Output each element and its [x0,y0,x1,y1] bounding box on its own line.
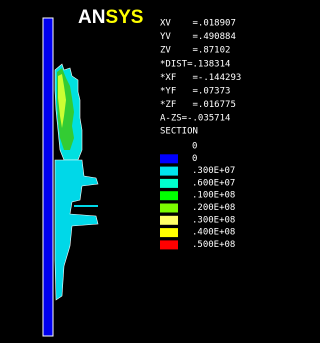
logo: ANSYS [78,7,143,28]
legend-label: .500E+08 [192,240,235,250]
legend-label: .200E+08 [192,203,235,213]
legend-label: .100E+08 [192,191,235,201]
legend-swatch [160,204,178,213]
legend-swatch [160,154,178,163]
view-param: *XF =-.144293 [160,73,241,83]
view-param: ZV =.87102 [160,46,230,56]
legend-swatch [160,191,178,200]
logo-an: AN [78,7,105,28]
legend-label: 0 [192,154,197,164]
shaft [43,18,53,336]
logo-sys: SYS [105,7,143,28]
legend-label: .300E+08 [192,215,235,225]
legend-swatch [160,179,178,188]
view-param: *YF =.07373 [160,87,230,97]
legend-swatch [160,167,178,176]
page: ANSYS XV =.018907 YV =.490884 ZV =.87102 *D… [0,0,320,343]
view-param: YV =.490884 [160,32,236,42]
view-param: *DIST=.138314 [160,59,230,69]
legend-label: .300E+07 [192,166,235,176]
legend-title: SECTION [160,127,198,137]
legend-swatch [160,240,178,249]
ansys-window: ANSYS XV =.018907 YV =.490884 ZV =.87102 *D… [0,0,269,343]
legend-label: 0 [192,142,197,152]
view-param: A-ZS=-.035714 [160,114,230,124]
legend-label: .600E+07 [192,178,235,188]
legend-label: .400E+08 [192,228,235,238]
view-param: *ZF =.016775 [160,100,236,110]
legend-swatch [160,216,178,225]
legend-swatch [160,228,178,237]
view-param: XV =.018907 [160,19,236,29]
